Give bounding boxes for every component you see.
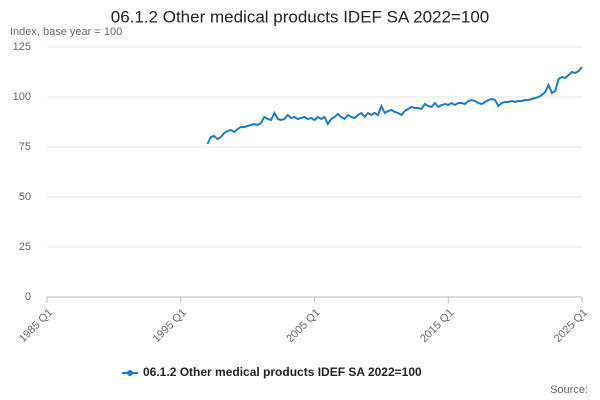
line <box>206 66 583 145</box>
chart-title: 06.1.2 Other medical products IDEF SA 20… <box>111 7 489 26</box>
y-tick-label: 0 <box>25 291 31 303</box>
y-tick-label: 75 <box>19 141 31 153</box>
source: Source: <box>550 384 588 396</box>
x-tick-label: 2025 Q1 <box>552 307 590 345</box>
y-tick-label: 100 <box>13 91 31 103</box>
legend: 06.1.2 Other medical products IDEF SA 20… <box>143 365 422 379</box>
y-tick-label: 50 <box>19 191 31 203</box>
legend-marker <box>127 370 133 376</box>
y-tick-label: 125 <box>13 41 31 53</box>
x-tick-label: 1995 Q1 <box>151 307 189 345</box>
y-tick-label: 25 <box>19 241 31 253</box>
x-tick-label: 2005 Q1 <box>284 307 322 345</box>
x-tick-label: 1985 Q1 <box>17 307 55 345</box>
subtitle: Index, base year = 100 <box>10 26 122 38</box>
x-tick-label: 2015 Q1 <box>418 307 456 345</box>
